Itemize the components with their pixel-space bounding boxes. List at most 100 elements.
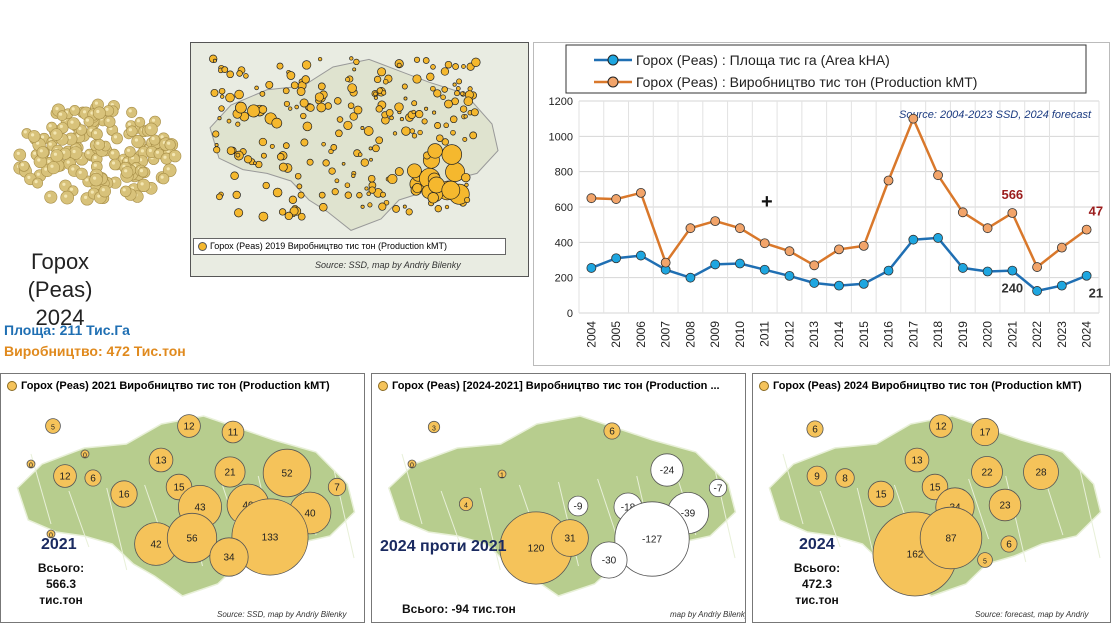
production-bubble xyxy=(434,205,442,213)
bubble-label: 6 xyxy=(90,474,96,485)
production-bubble xyxy=(373,95,378,100)
region-bubble xyxy=(919,506,983,570)
data-point xyxy=(858,278,869,289)
production-bubble xyxy=(381,90,387,96)
production-bubble xyxy=(317,56,323,62)
data-point xyxy=(586,193,597,204)
production-bubble xyxy=(212,58,217,63)
map-2024: 1217613222898151534231628765 Горох (Peas… xyxy=(752,373,1111,623)
x-tick-label: 2011 xyxy=(758,321,772,347)
x-tick-label: 2006 xyxy=(634,321,648,348)
pea xyxy=(50,128,63,141)
production-bubble xyxy=(396,62,402,68)
pea-highlight xyxy=(136,119,140,123)
production-bubble xyxy=(258,211,269,222)
pea-highlight xyxy=(36,172,40,176)
pea-highlight xyxy=(34,180,38,184)
pea-highlight xyxy=(70,120,74,124)
production-bubble xyxy=(276,62,284,70)
production-bubble xyxy=(218,87,226,95)
production-stat: Виробництво: 472 Тис.тон xyxy=(4,343,186,359)
pea xyxy=(137,178,151,192)
production-bubble xyxy=(235,101,247,114)
region-bubble xyxy=(26,459,36,469)
production-bubble xyxy=(440,94,446,100)
data-point xyxy=(957,207,968,218)
production-bubble xyxy=(235,121,241,127)
production-bubble xyxy=(407,163,422,179)
production-bubble xyxy=(411,133,418,139)
production-bubble xyxy=(427,192,439,204)
production-bubble xyxy=(331,188,339,196)
region-bubble xyxy=(84,469,102,487)
production-bubble xyxy=(328,167,336,175)
region-bubble xyxy=(110,480,138,508)
production-bubble xyxy=(226,118,232,124)
region-bubble xyxy=(614,501,690,577)
region-bubble xyxy=(835,468,855,488)
bubble-label: 43 xyxy=(194,503,206,514)
production-bubble xyxy=(392,205,400,213)
bubble-label: 22 xyxy=(981,468,993,479)
x-tick-label: 2016 xyxy=(882,321,896,348)
data-point xyxy=(982,266,993,277)
production-bubble xyxy=(226,70,234,79)
bubble-label: 34 xyxy=(223,553,235,564)
production-bubble xyxy=(443,122,449,129)
bubble-label: 1 xyxy=(500,473,504,480)
region-border xyxy=(968,478,990,540)
pea xyxy=(149,134,161,146)
production-bubble xyxy=(288,195,298,204)
data-point xyxy=(908,113,919,124)
bubble-label: 0 xyxy=(49,533,53,540)
pea xyxy=(32,177,43,189)
production-bubble xyxy=(367,202,373,208)
x-tick-label: 2022 xyxy=(1030,321,1044,348)
pea-highlight xyxy=(93,176,97,180)
production-bubble xyxy=(366,191,371,197)
pea-highlight xyxy=(48,142,52,146)
production-bubble xyxy=(218,105,225,112)
pea-highlight xyxy=(151,136,155,141)
production-bubble xyxy=(351,173,356,178)
production-bubble xyxy=(243,155,253,164)
production-bubble xyxy=(283,100,290,107)
production-bubble xyxy=(394,102,404,112)
production-bubble xyxy=(341,161,346,166)
bubble-label: 28 xyxy=(1035,468,1047,479)
production-bubble xyxy=(373,91,378,97)
pea-highlight xyxy=(72,149,76,154)
production-bubble xyxy=(411,100,418,107)
data-point xyxy=(1081,270,1092,281)
production-bubble xyxy=(409,128,415,134)
pea-highlight xyxy=(44,167,48,171)
pea-highlight xyxy=(109,126,113,131)
bubble-label: -24 xyxy=(660,466,675,477)
bubble-label: -9 xyxy=(574,502,583,513)
x-tick-label: 2015 xyxy=(857,321,871,348)
production-bubble xyxy=(345,76,351,83)
region-bubble xyxy=(867,480,895,508)
production-bubble xyxy=(402,204,407,209)
bubble-label: 5 xyxy=(51,425,55,432)
pea-highlight xyxy=(82,110,87,114)
region-bubble xyxy=(603,422,621,440)
data-point xyxy=(858,240,869,251)
production-bubble xyxy=(296,87,306,96)
pea-highlight xyxy=(122,188,126,192)
x-tick-label: 2024 xyxy=(1080,321,1094,348)
production-bubble xyxy=(441,180,461,200)
pea xyxy=(44,190,58,204)
data-point xyxy=(636,250,646,261)
production-bubble xyxy=(360,126,365,130)
x-tick-label: 2014 xyxy=(832,321,846,348)
production-bubble xyxy=(444,204,450,210)
bubble-label: 15 xyxy=(929,483,941,494)
bubble-label: 120 xyxy=(528,544,545,555)
production-bubble xyxy=(417,129,423,136)
region-bubble xyxy=(407,459,417,469)
bubble-label: 12 xyxy=(935,422,947,433)
pea-highlight xyxy=(59,124,63,128)
pea xyxy=(13,148,27,162)
production-bubble xyxy=(373,75,382,84)
